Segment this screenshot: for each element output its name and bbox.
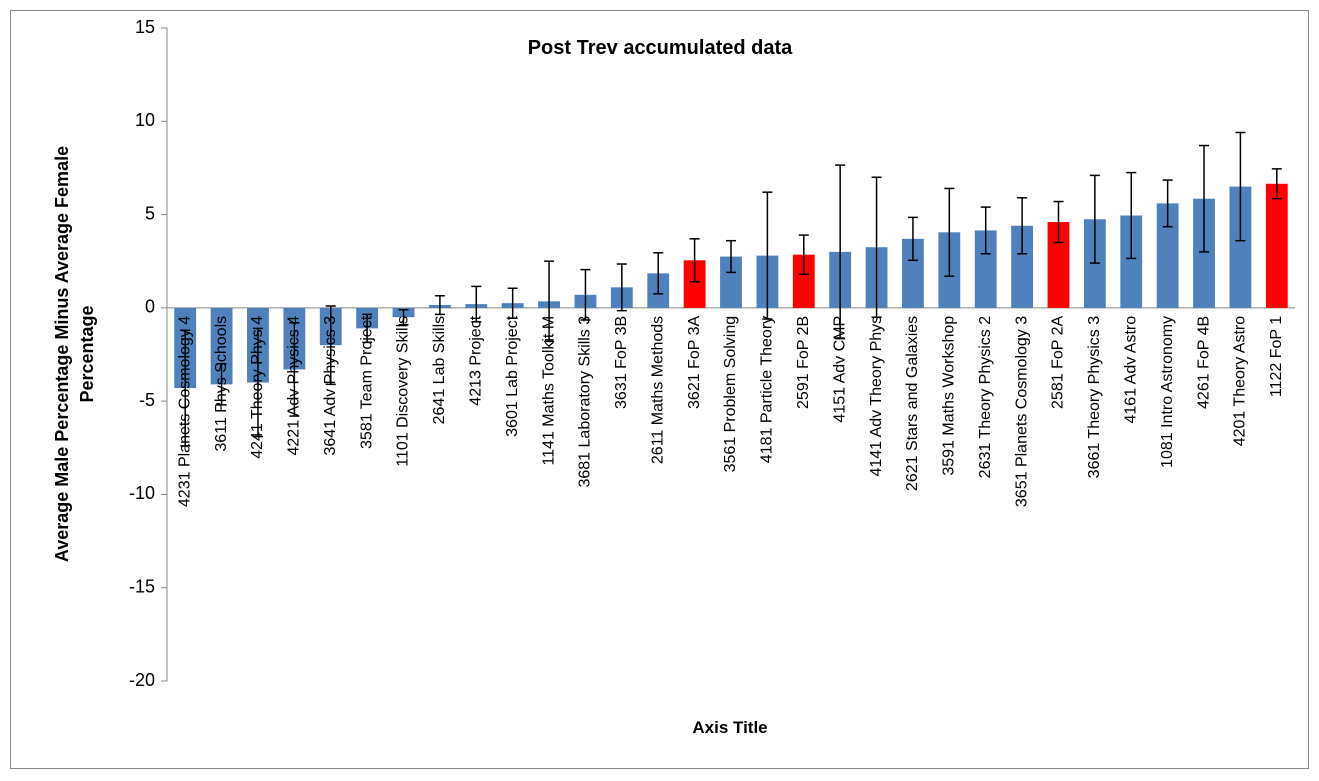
y-tick-label: 10 xyxy=(135,110,155,130)
error-bar xyxy=(289,322,300,417)
error-bar xyxy=(835,164,846,340)
error-bar xyxy=(907,216,918,262)
x-tick-label: 4151 Adv CMP xyxy=(831,316,848,423)
error-bar xyxy=(434,294,445,316)
x-tick-label: 2581 FoP 2A xyxy=(1050,316,1067,409)
x-tick-label: 3601 Lab Project xyxy=(504,315,521,437)
error-bar xyxy=(1017,197,1028,255)
y-tick-label: -5 xyxy=(139,390,155,410)
error-bar xyxy=(507,287,518,319)
error-bar xyxy=(798,234,809,276)
error-bar xyxy=(398,308,409,326)
x-tick-label: 3651 Planets Cosmology 3 xyxy=(1013,316,1030,507)
y-tick-label: 0 xyxy=(145,297,155,317)
x-tick-label: 3641 Adv Physics 3 xyxy=(322,316,339,456)
error-bar xyxy=(216,363,227,406)
x-tick-label: 2631 Theory Physics 2 xyxy=(977,316,994,479)
bar xyxy=(1193,198,1215,308)
error-bar xyxy=(325,305,336,386)
x-tick-label: 2621 Stars and Galaxies xyxy=(904,316,921,491)
bar xyxy=(1156,203,1179,308)
bar xyxy=(683,260,706,308)
x-tick-label: 4201 Theory Astro xyxy=(1232,316,1249,447)
x-tick-label: 1101 Discovery Skills xyxy=(395,316,412,467)
x-tick-label: 2611 Maths Methods xyxy=(649,316,666,464)
error-bar xyxy=(980,206,991,255)
bar xyxy=(1120,215,1143,308)
x-tick-label: 1141 Maths Toolkit M xyxy=(540,316,557,466)
y-tick-label: 15 xyxy=(135,17,155,37)
y-tick-label: -20 xyxy=(129,670,155,690)
bar xyxy=(720,256,742,308)
error-bar xyxy=(653,252,664,295)
x-tick-label: 3661 Theory Physics 3 xyxy=(1086,316,1103,479)
x-tick-label: 1122 FoP 1 xyxy=(1268,316,1285,397)
y-tick-label: 5 xyxy=(145,203,155,223)
x-tick-label: 2591 FoP 2B xyxy=(795,316,812,409)
x-tick-label: 3561 Problem Solving xyxy=(722,316,739,473)
x-tick-label: 3631 FoP 3B xyxy=(613,316,630,409)
error-bar xyxy=(1126,171,1137,260)
error-bar xyxy=(252,327,263,438)
error-bar xyxy=(544,260,555,343)
x-tick-label: 3591 Maths Workshop xyxy=(941,316,958,476)
y-axis-title: Average Male Percentage Minus Average Fe… xyxy=(52,146,72,562)
error-bar xyxy=(1271,168,1282,200)
error-bar xyxy=(580,268,591,321)
bar xyxy=(1265,183,1288,308)
error-bar xyxy=(362,313,373,344)
x-tick-label: 3621 FoP 3A xyxy=(686,316,703,409)
x-tick-label: 3681 Laboratory Skills 3 xyxy=(577,316,594,488)
error-bar xyxy=(1089,174,1100,264)
error-bar xyxy=(944,187,955,277)
error-bar xyxy=(1199,144,1210,253)
error-bar xyxy=(1053,200,1064,244)
error-bar xyxy=(726,239,736,274)
y-tick-label: -10 xyxy=(129,483,155,503)
bar xyxy=(1229,186,1252,308)
bar xyxy=(1011,225,1034,308)
bar xyxy=(210,307,233,385)
error-bar xyxy=(471,285,482,323)
bar xyxy=(792,254,815,308)
error-bar xyxy=(689,238,700,283)
error-bar xyxy=(762,191,773,320)
y-axis-title: Percentage xyxy=(77,305,97,402)
x-tick-label: 1081 Intro Astronomy xyxy=(1159,316,1176,468)
x-tick-label: 4261 FoP 4B xyxy=(1195,316,1212,409)
x-tick-label: 3581 Team Project xyxy=(358,315,375,449)
bar xyxy=(974,230,997,308)
error-bar xyxy=(616,263,627,312)
error-bar xyxy=(871,176,882,318)
bar xyxy=(1047,222,1070,308)
x-tick-label: 4161 Adv Astro xyxy=(1122,316,1139,424)
error-bar xyxy=(1162,179,1173,228)
x-tick-label: 2641 Lab Skills xyxy=(431,316,448,425)
x-tick-label: 4141 Adv Theory Phys xyxy=(868,316,885,477)
chart-title: Post Trev accumulated data xyxy=(528,37,793,59)
error-bar xyxy=(1235,131,1246,242)
x-tick-label: 4213 Project xyxy=(468,315,485,405)
y-tick-label: -15 xyxy=(129,576,155,596)
x-tick-label: 4181 Particle Theory xyxy=(759,316,776,463)
chart-frame xyxy=(10,10,1309,769)
bar xyxy=(902,238,924,308)
x-axis-title: Axis Title xyxy=(692,718,767,737)
error-bar xyxy=(180,329,191,447)
